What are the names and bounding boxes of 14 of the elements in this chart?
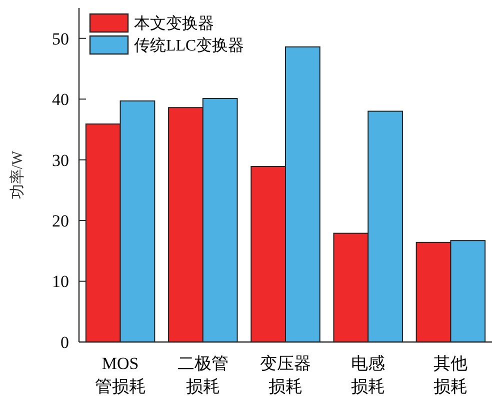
y-tick-label: 0 <box>60 332 69 352</box>
y-axis-title: 功率/W <box>9 150 26 200</box>
y-tick-label: 40 <box>52 90 69 110</box>
y-tick-label: 20 <box>52 211 69 230</box>
x-tick-label: 变压器损耗 <box>260 354 311 396</box>
y-tick-label: 30 <box>52 150 69 170</box>
x-tick-label: 其他损耗 <box>434 354 468 396</box>
legend-label: 传统LLC变换器 <box>134 36 244 55</box>
x-tick-label: 电感损耗 <box>351 354 386 396</box>
legend-label: 本文变换器 <box>134 14 214 33</box>
x-tick-label: 二极管损耗 <box>177 354 228 396</box>
y-tick-label: 50 <box>52 29 69 48</box>
x-tick-label: MOS 管损耗 <box>94 354 146 396</box>
y-tick-label: 10 <box>52 272 69 292</box>
